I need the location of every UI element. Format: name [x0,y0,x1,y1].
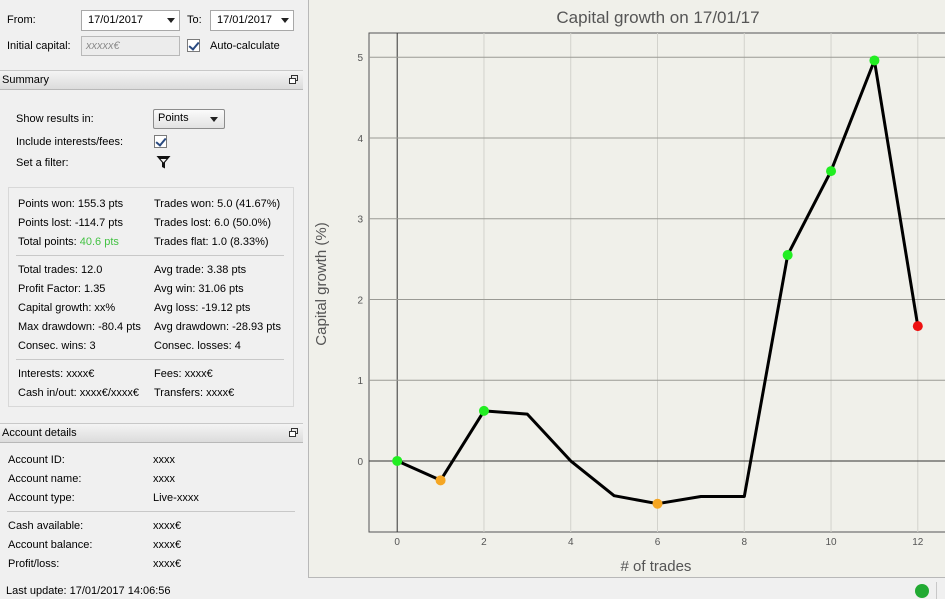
funnel-icon[interactable] [156,155,171,170]
interests: Interests: xxxx€ [18,368,95,380]
account-id-value: xxxx [153,454,175,466]
initial-capital-label: Initial capital: [7,40,71,52]
x-tick-label: 12 [912,537,924,548]
connection-status-indicator [915,584,929,598]
show-results-label: Show results in: [16,113,94,125]
account-details-title: Account details [2,427,77,439]
account-name-value: xxxx [153,473,175,485]
x-tick-label: 4 [568,537,574,548]
from-date-value: 17/01/2017 [88,14,144,26]
points-lost: Points lost: -114.7 pts [18,217,123,229]
x-axis-label: # of trades [621,558,692,575]
show-results-select[interactable]: Points [153,109,225,129]
x-tick-label: 10 [825,537,837,548]
from-label: From: [7,14,36,26]
y-tick-label: 3 [357,215,363,226]
profit-loss-value: xxxx€ [153,558,182,570]
auto-calculate-label: Auto-calculate [210,40,280,52]
filter-label: Set a filter: [16,157,69,169]
to-date-picker[interactable]: 17/01/2017 [210,10,294,31]
initial-capital-input[interactable]: xxxxx€ [81,36,180,56]
fees: Fees: xxxx€ [154,368,213,380]
include-interests-label: Include interests/fees: [16,136,124,148]
data-point-win [782,250,793,261]
transfers: Transfers: xxxx€ [154,387,235,399]
data-point-flat [652,498,663,509]
account-id-label: Account ID: [8,454,65,466]
consec-wins: Consec. wins: 3 [18,340,96,352]
total-points: Total points: 40.6 pts [18,236,119,248]
summary-title: Summary [2,74,50,86]
total-trades: Total trades: 12.0 [18,264,103,276]
chevron-down-icon [281,18,289,23]
account-type-label: Account type: [8,492,75,504]
profit-loss-label: Profit/loss: [8,558,60,570]
y-tick-label: 1 [357,376,363,387]
points-won: Points won: 155.3 pts [18,198,124,210]
data-point-loss [912,321,923,332]
avg-trade: Avg trade: 3.38 pts [154,264,247,276]
account-name-label: Account name: [8,473,82,485]
y-axis-label: Capital growth (%) [313,222,330,345]
last-update: Last update: 17/01/2017 14:06:56 [6,585,171,597]
chevron-down-icon [167,18,175,23]
y-tick-label: 0 [357,457,363,468]
trades-won: Trades won: 5.0 (41.67%) [154,198,281,210]
profit-factor: Profit Factor: 1.35 [18,283,106,295]
data-point-win [392,455,403,466]
auto-calculate-checkbox[interactable] [187,39,200,52]
chevron-down-icon [210,117,218,122]
avg-drawdown: Avg drawdown: -28.93 pts [154,321,281,333]
max-drawdown: Max drawdown: -80.4 pts [18,321,141,333]
account-balance-value: xxxx€ [153,539,182,551]
total-points-label: Total points: [18,236,77,248]
data-point-win [478,405,489,416]
to-label: To: [187,14,202,26]
account-type-value: Live-xxxx [153,492,199,504]
cash-in-out: Cash in/out: xxxx€/xxxx€ [18,387,140,399]
capital-growth: Capital growth: xx% [18,302,116,314]
x-tick-label: 8 [741,537,747,548]
cash-available-value: xxxx€ [153,520,182,532]
status-divider [936,582,937,599]
cash-available-label: Cash available: [8,520,84,532]
x-tick-label: 0 [394,537,400,548]
left-panel: From: 17/01/2017 To: 17/01/2017 Initial … [0,0,303,599]
trades-flat: Trades flat: 1.0 (8.33%) [154,236,269,248]
x-tick-label: 6 [655,537,661,548]
y-tick-label: 2 [357,295,363,306]
undock-icon[interactable] [289,75,298,84]
account-balance-label: Account balance: [8,539,93,551]
data-point-win [869,55,880,66]
account-details-header[interactable]: Account details [0,423,303,443]
y-tick-label: 5 [357,53,363,64]
y-tick-label: 4 [357,134,363,145]
show-results-value: Points [158,112,189,124]
data-point-flat [435,475,446,486]
capital-growth-chart: Capital growth on 17/01/17 0 2 4 6 8 10 120123… [313,8,945,575]
include-interests-checkbox[interactable] [154,135,167,148]
trades-lost: Trades lost: 6.0 (50.0%) [154,217,271,229]
x-tick-label: 2 [481,537,487,548]
to-date-value: 17/01/2017 [217,14,273,26]
from-date-picker[interactable]: 17/01/2017 [81,10,180,31]
divider [7,511,295,512]
total-points-value: 40.6 pts [79,236,119,248]
divider [16,255,284,256]
avg-loss: Avg loss: -19.12 pts [154,302,251,314]
avg-win: Avg win: 31.06 pts [154,283,244,295]
divider [16,359,284,360]
summary-header[interactable]: Summary [0,70,303,90]
undock-icon[interactable] [289,428,298,437]
initial-capital-placeholder: xxxxx€ [86,40,120,52]
data-point-win [826,166,837,177]
chart-panel: Capital growth on 17/01/17 0 2 4 6 8 10 12 0 1 2 3… [308,0,945,578]
stats-box [8,187,294,407]
chart-title: Capital growth on 17/01/17 [556,8,759,27]
consec-losses: Consec. losses: 4 [154,340,241,352]
